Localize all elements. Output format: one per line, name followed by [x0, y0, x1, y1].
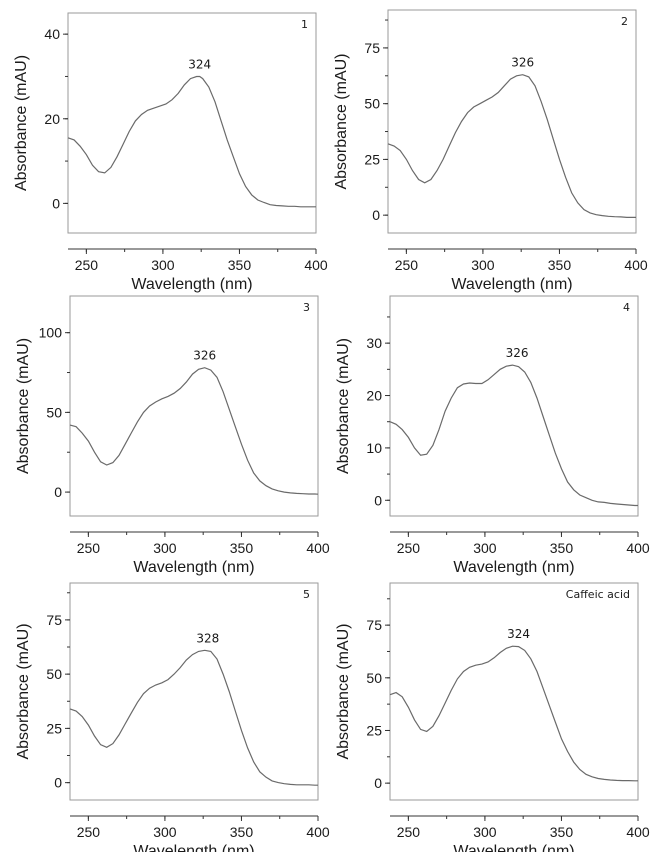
x-tick-label: 350: [230, 540, 254, 556]
panel-label: 1: [301, 18, 308, 31]
y-tick-label: 100: [39, 325, 63, 341]
x-tick-label: 350: [228, 257, 252, 273]
x-tick-label: 400: [626, 824, 650, 840]
panel-label: Caffeic acid: [566, 588, 630, 601]
x-tick-label: 250: [395, 257, 419, 273]
y-tick-label: 25: [364, 151, 380, 167]
y-axis-title: Absorbance (mAU): [333, 53, 350, 189]
x-tick-label: 350: [548, 257, 572, 273]
y-tick-label: 30: [366, 335, 382, 351]
chart-panel-2: 0 25 50 75 250 300 350 400 Wavelength (nm) Absorb…: [333, 9, 648, 293]
x-axis-title: Wavelength (nm): [131, 276, 252, 293]
x-axis-title: Wavelength (nm): [133, 843, 254, 852]
chart-panel-4: 0 10 20 30 250 300 350 400 Wavelength (nm) Absorb…: [335, 295, 650, 576]
plot-frame: [389, 295, 639, 517]
y-tick-label: 0: [52, 195, 60, 211]
plot-frame: [389, 582, 639, 801]
y-tick-label: 20: [366, 388, 382, 404]
x-tick-label: 300: [153, 540, 177, 556]
y-tick-label: 0: [374, 775, 382, 791]
x-tick-label: 350: [550, 540, 574, 556]
x-tick-label: 250: [77, 540, 101, 556]
x-tick-label: 400: [306, 824, 330, 840]
y-tick-label: 0: [374, 492, 382, 508]
y-axis-title: Absorbance (mAU): [15, 623, 32, 759]
spectrum-line: [389, 364, 638, 507]
chart-panel-3: 0 50 100 250 300 350 400 Wavelength (nm) Absorba…: [15, 295, 330, 576]
y-tick-label: 40: [44, 26, 60, 42]
peak-label: 328: [196, 631, 219, 645]
x-tick-label: 300: [471, 257, 495, 273]
y-tick-label: 25: [366, 722, 382, 738]
spectrum-line: [69, 367, 319, 495]
y-axis-title: Absorbance (mAU): [335, 623, 352, 759]
x-axis-title: Wavelength (nm): [453, 559, 574, 576]
x-tick-label: 250: [75, 257, 99, 273]
plot-frame: [67, 12, 317, 234]
x-tick-label: 400: [306, 540, 330, 556]
panel-label: 3: [303, 301, 310, 314]
y-axis-title: Absorbance (mAU): [13, 55, 30, 191]
x-tick-label: 300: [151, 257, 175, 273]
plot-frame: [69, 582, 319, 801]
peak-label: 326: [193, 349, 216, 363]
y-tick-label: 50: [46, 666, 62, 682]
x-tick-label: 350: [550, 824, 574, 840]
x-tick-label: 400: [304, 257, 328, 273]
peak-label: 326: [511, 56, 534, 70]
x-axis-title: Wavelength (nm): [451, 276, 572, 293]
chart-panel-1: 0 20 40 250 300 350 400 Wavelength (nm) Absorban…: [13, 12, 328, 293]
y-tick-label: 25: [46, 720, 62, 736]
spectrum-line: [389, 645, 638, 782]
peak-label: 324: [507, 627, 530, 641]
spectrum-line: [387, 74, 636, 218]
chart-panel-6: 0 25 50 75 250 300 350 400 Wavelength (nm) Absorb…: [335, 582, 650, 852]
spectrum-line: [67, 75, 316, 208]
x-axis-title: Wavelength (nm): [133, 559, 254, 576]
x-tick-label: 250: [397, 824, 421, 840]
x-tick-label: 250: [77, 824, 101, 840]
x-axis-title: Wavelength (nm): [453, 843, 574, 852]
peak-label: 326: [506, 346, 529, 360]
y-tick-label: 10: [366, 440, 382, 456]
y-axis-title: Absorbance (mAU): [15, 338, 32, 474]
y-tick-label: 75: [364, 40, 380, 56]
plot-frame: [387, 9, 637, 234]
y-tick-label: 50: [46, 404, 62, 420]
x-tick-label: 250: [397, 540, 421, 556]
x-tick-label: 300: [473, 540, 497, 556]
y-tick-label: 75: [366, 617, 382, 633]
plot-frame: [69, 295, 319, 517]
chart-panel-5: 0 25 50 75 250 300 350 400 Wavelength (nm) Absorb…: [15, 582, 330, 852]
y-tick-label: 50: [364, 96, 380, 112]
y-axis-title: Absorbance (mAU): [335, 338, 352, 474]
x-tick-label: 300: [473, 824, 497, 840]
x-tick-label: 400: [624, 257, 648, 273]
y-tick-label: 50: [366, 670, 382, 686]
x-tick-label: 400: [626, 540, 650, 556]
y-tick-label: 0: [372, 207, 380, 223]
spectrum-line: [69, 649, 318, 786]
y-tick-label: 20: [44, 111, 60, 127]
y-tick-label: 0: [54, 775, 62, 791]
y-tick-label: 75: [46, 612, 62, 628]
panel-label: 4: [623, 301, 630, 314]
x-tick-label: 350: [230, 824, 254, 840]
x-tick-label: 300: [153, 824, 177, 840]
panel-label: 5: [303, 588, 310, 601]
y-tick-label: 0: [54, 484, 62, 500]
panel-label: 2: [621, 15, 628, 28]
peak-label: 324: [188, 57, 211, 71]
